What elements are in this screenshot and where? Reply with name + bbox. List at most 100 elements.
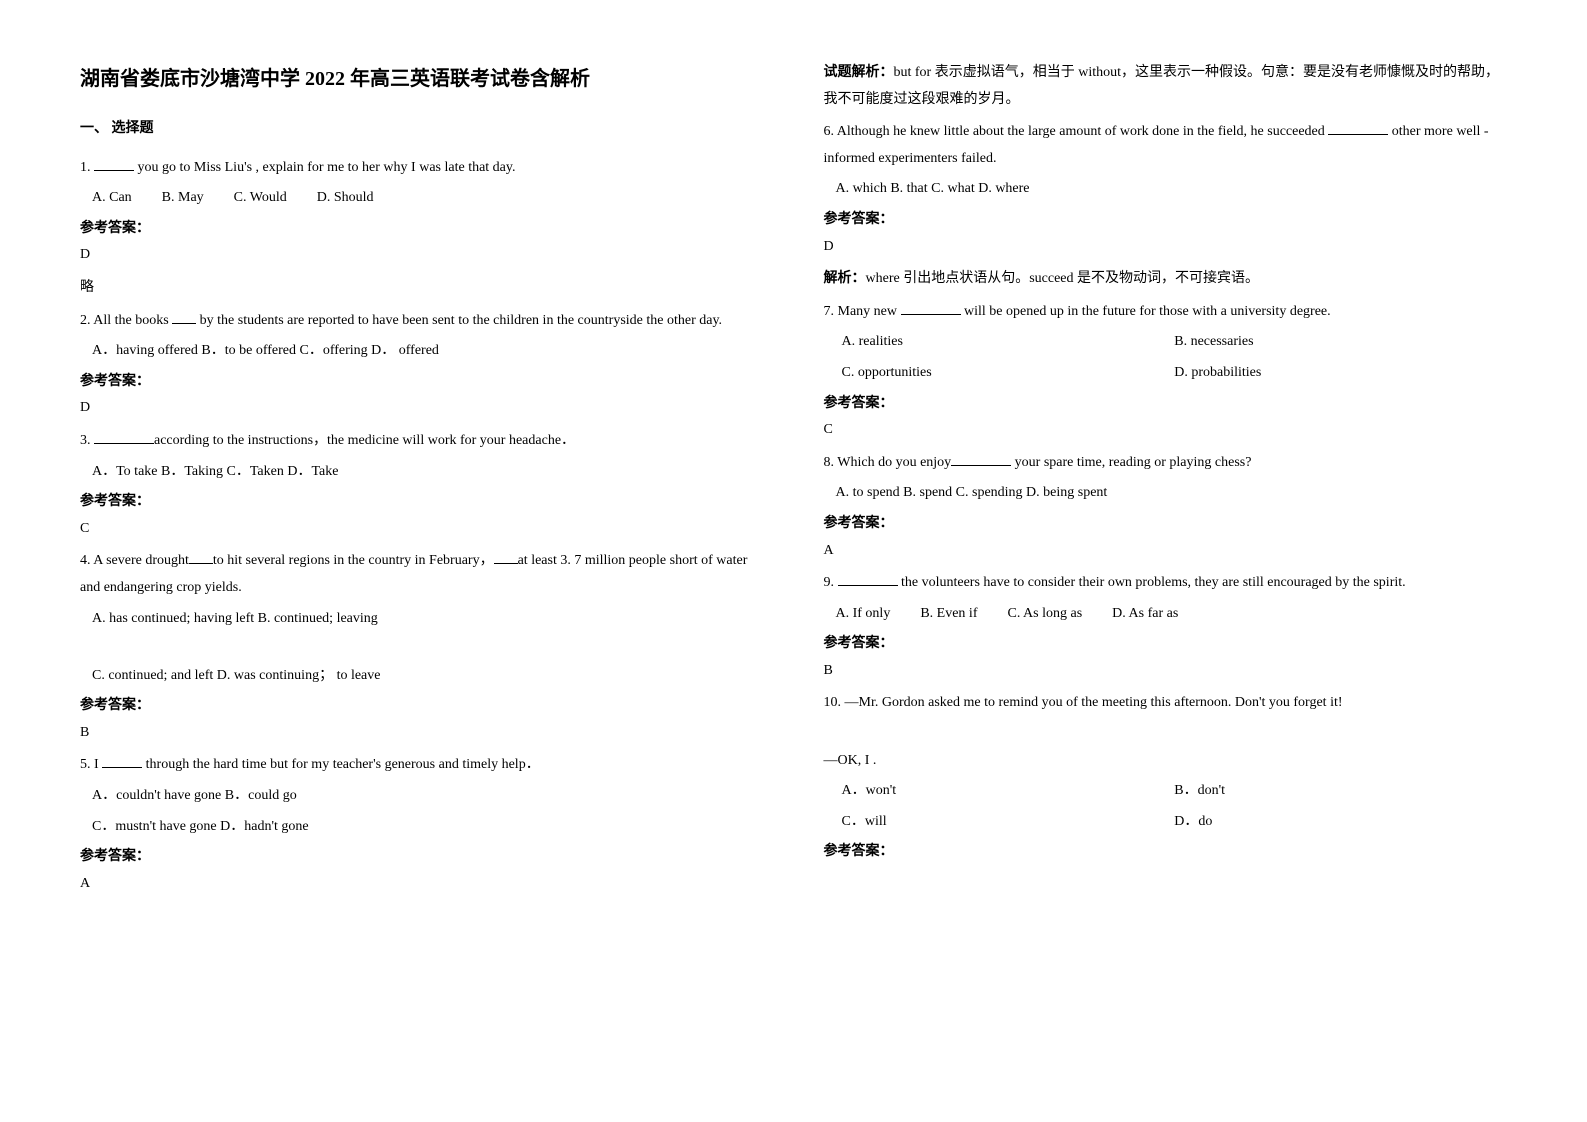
explanation-label: 试题解析： (824, 65, 894, 80)
answer: C (824, 417, 1508, 444)
question-2: 2. All the books by the students are rep… (80, 308, 764, 422)
option-d: D．do (1174, 809, 1507, 836)
option-b: B．don't (1174, 778, 1507, 805)
answer-label: 参考答案： (824, 631, 1508, 658)
q2-before: 2. All the books (80, 313, 172, 328)
option-d: D. As far as (1112, 601, 1178, 628)
answer: A (824, 538, 1508, 565)
options-row1: A. realities B. necessaries (824, 329, 1508, 356)
blank-icon (494, 550, 518, 564)
explanation-label: 解析： (824, 271, 866, 286)
question-10: 10. —Mr. Gordon asked me to remind you o… (824, 690, 1508, 866)
answer: D (80, 395, 764, 422)
option-c: C. Would (234, 185, 287, 212)
options-row2: C．will D．do (824, 809, 1508, 836)
options: A. Can B. May C. Would D. Should (80, 185, 764, 212)
answer: B (80, 720, 764, 747)
answer: D (824, 234, 1508, 261)
option-c: C．will (842, 809, 1175, 836)
options: A．To take B．Taking C．Taken D．Take (80, 459, 764, 486)
left-column: 湖南省娄底市沙塘湾中学 2022 年高三英语联考试卷含解析 一、 选择题 1. … (80, 60, 764, 903)
page-container: 湖南省娄底市沙塘湾中学 2022 年高三英语联考试卷含解析 一、 选择题 1. … (80, 60, 1507, 903)
question-8: 8. Which do you enjoy your spare time, r… (824, 450, 1508, 564)
q3-before: 3. (80, 433, 94, 448)
question-text: 2. All the books by the students are rep… (80, 308, 764, 335)
right-column: 试题解析：but for 表示虚拟语气，相当于 without，这里表示一种假设… (824, 60, 1508, 903)
q8-after: your spare time, reading or playing ches… (1011, 455, 1251, 470)
question-text: 1. you go to Miss Liu's , explain for me… (80, 155, 764, 182)
question-9: 9. the volunteers have to consider their… (824, 570, 1508, 684)
q6-explanation: 解析：where 引出地点状语从句。succeed 是不及物动词，不可接宾语。 (824, 266, 1508, 293)
answer: B (824, 658, 1508, 685)
q1-after: you go to Miss Liu's , explain for me to… (134, 160, 516, 175)
note: 略 (80, 275, 764, 302)
blank-icon (838, 572, 898, 586)
option-d: D. Should (317, 185, 374, 212)
document-title: 湖南省娄底市沙塘湾中学 2022 年高三英语联考试卷含解析 (80, 60, 764, 98)
q6-before: 6. Although he knew little about the lar… (824, 124, 1329, 139)
answer-label: 参考答案： (80, 489, 764, 516)
answer: A (80, 871, 764, 898)
options-ab: A. has continued; having left B. continu… (80, 606, 764, 633)
question-text-1: 10. —Mr. Gordon asked me to remind you o… (824, 690, 1508, 717)
option-a: A. Can (92, 185, 132, 212)
question-7: 7. Many new will be opened up in the fut… (824, 299, 1508, 444)
options: A．having offered B．to be offered C．offer… (80, 338, 764, 365)
q9-before: 9. (824, 575, 838, 590)
answer: C (80, 516, 764, 543)
section-heading: 一、 选择题 (80, 116, 764, 143)
option-b: B. necessaries (1174, 329, 1507, 356)
option-a: A. If only (836, 601, 891, 628)
q5-before: 5. I (80, 757, 102, 772)
options: A. If only B. Even if C. As long as D. A… (824, 601, 1508, 628)
q4-before: 4. A severe drought (80, 553, 189, 568)
option-a: A. realities (842, 329, 1175, 356)
q2-after: by the students are reported to have bee… (196, 313, 722, 328)
q3-after: according to the instructions，the medici… (154, 433, 575, 448)
q5-explanation-text: but for 表示虚拟语气，相当于 without，这里表示一种假设。句意：要… (824, 65, 1500, 107)
option-b: B. Even if (920, 601, 977, 628)
q9-after: the volunteers have to consider their ow… (898, 575, 1406, 590)
question-3: 3. according to the instructions，the med… (80, 428, 764, 542)
q10-after: . (873, 753, 877, 768)
blank-icon (951, 452, 1011, 466)
blank-icon (189, 550, 213, 564)
question-1: 1. you go to Miss Liu's , explain for me… (80, 155, 764, 302)
blank-icon (102, 754, 142, 768)
question-text-2: —OK, I . (824, 748, 1508, 775)
blank-icon (1328, 121, 1388, 135)
answer-label: 参考答案： (824, 207, 1508, 234)
answer-label: 参考答案： (80, 216, 764, 243)
option-c: C. opportunities (842, 360, 1175, 387)
options: A. which B. that C. what D. where (824, 176, 1508, 203)
question-text: 5. I through the hard time but for my te… (80, 752, 764, 779)
options: A. to spend B. spend C. spending D. bein… (824, 480, 1508, 507)
option-a: A．won't (842, 778, 1175, 805)
blank-icon (94, 430, 154, 444)
q10-before: —OK, I (824, 753, 873, 768)
options-cd: C. continued; and left D. was continuing… (80, 663, 764, 690)
q4-mid: to hit several regions in the country in… (213, 553, 494, 568)
blank-icon (901, 301, 961, 315)
answer-label: 参考答案： (824, 391, 1508, 418)
answer: D (80, 242, 764, 269)
option-b: B. May (162, 185, 204, 212)
option-d: D. probabilities (1174, 360, 1507, 387)
question-text: 7. Many new will be opened up in the fut… (824, 299, 1508, 326)
answer-label: 参考答案： (824, 511, 1508, 538)
q8-before: 8. Which do you enjoy (824, 455, 952, 470)
blank-icon (172, 310, 196, 324)
question-text: 6. Although he knew little about the lar… (824, 119, 1508, 172)
answer-label: 参考答案： (80, 844, 764, 871)
q6-explanation-text: where 引出地点状语从句。succeed 是不及物动词，不可接宾语。 (866, 271, 1260, 286)
options-row1: A．won't B．don't (824, 778, 1508, 805)
answer-label: 参考答案： (80, 369, 764, 396)
q5-explanation: 试题解析：but for 表示虚拟语气，相当于 without，这里表示一种假设… (824, 60, 1508, 113)
q1-before: 1. (80, 160, 94, 175)
options-row2: C. opportunities D. probabilities (824, 360, 1508, 387)
question-4: 4. A severe drought to hit several region… (80, 548, 764, 746)
question-6: 6. Although he knew little about the lar… (824, 119, 1508, 293)
q7-before: 7. Many new (824, 304, 901, 319)
question-text: 4. A severe drought to hit several region… (80, 548, 764, 601)
options-ab: A．couldn't have gone B．could go (80, 783, 764, 810)
